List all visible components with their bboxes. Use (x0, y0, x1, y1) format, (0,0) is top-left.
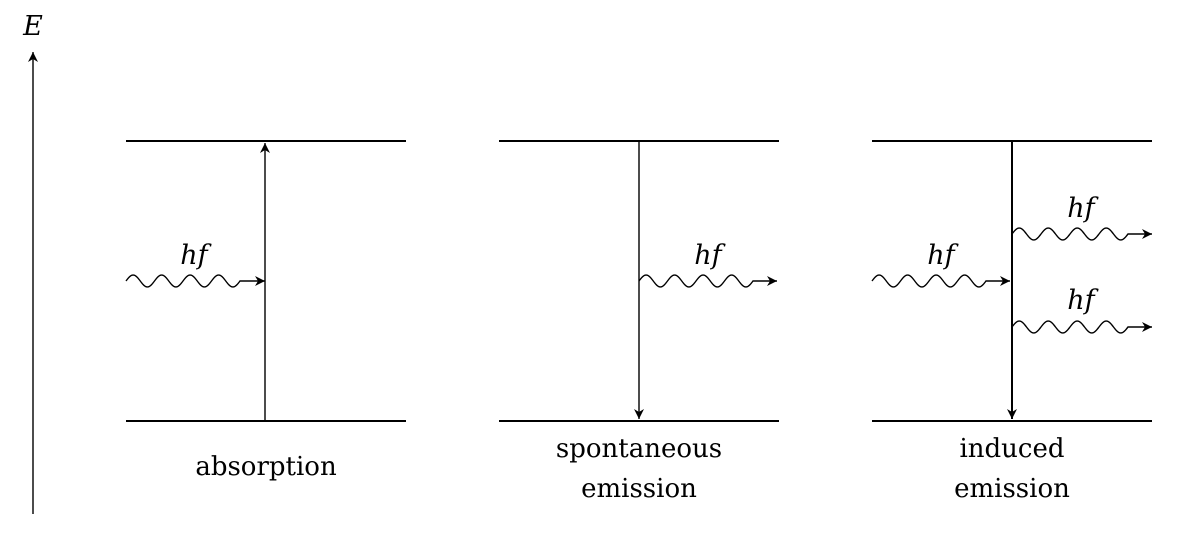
incoming-photon-wave (125, 274, 265, 288)
panel-absorption: hf absorption (125, 140, 406, 482)
panel-caption-line-1: spontaneous (556, 434, 722, 464)
emitted-photon-wave (638, 274, 777, 288)
panel-caption: absorption (195, 452, 337, 482)
panel-induced-emission: hf hf hf induced emission (871, 140, 1152, 504)
panel-caption-line-1: induced (959, 434, 1064, 464)
emitted-photon-wave-upper (1011, 227, 1152, 241)
photon-label-emitted-lower: hf (1067, 285, 1098, 316)
photon-label-incoming: hf (927, 240, 958, 271)
incoming-photon-wave (871, 274, 1010, 288)
photon-label: hf (180, 240, 211, 271)
panel-spontaneous-emission: hf spontaneous emission (499, 140, 779, 504)
emitted-photon-wave-lower (1011, 320, 1152, 334)
panel-caption-line-2: emission (581, 474, 697, 504)
panel-caption-line-2: emission (954, 474, 1070, 504)
energy-axis-label: E (22, 11, 43, 42)
energy-axis: E (22, 11, 43, 514)
photon-label-emitted-upper: hf (1067, 193, 1098, 224)
photon-label: hf (694, 240, 725, 271)
